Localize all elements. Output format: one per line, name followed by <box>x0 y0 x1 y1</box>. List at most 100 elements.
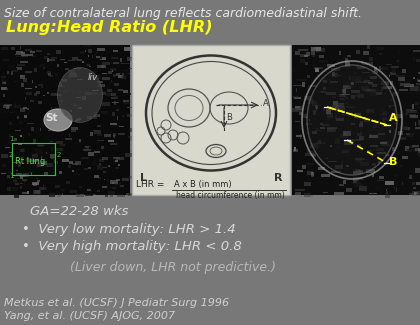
Text: 2: 2 <box>57 152 61 158</box>
Bar <box>118 89 123 91</box>
Bar <box>418 72 420 73</box>
Bar <box>16 67 22 68</box>
Bar <box>383 124 389 127</box>
Bar <box>418 148 420 153</box>
Bar <box>66 118 69 121</box>
Bar <box>73 91 74 93</box>
Bar <box>52 133 54 135</box>
Bar <box>359 136 365 140</box>
Text: B: B <box>389 157 397 167</box>
Bar <box>418 80 420 82</box>
Bar <box>359 150 362 153</box>
Bar <box>37 163 42 167</box>
Bar <box>74 68 81 69</box>
Bar <box>104 179 105 180</box>
Bar <box>294 98 301 99</box>
Bar <box>59 82 62 85</box>
Bar <box>48 125 51 127</box>
Bar <box>108 164 110 167</box>
Bar <box>130 150 135 152</box>
Bar <box>312 54 315 58</box>
Bar <box>33 183 37 186</box>
Bar <box>3 58 9 61</box>
Bar <box>128 136 131 138</box>
Bar <box>51 147 53 151</box>
Text: Lung:Head Ratio (LHR): Lung:Head Ratio (LHR) <box>6 20 213 35</box>
Bar <box>0 47 8 50</box>
Bar <box>368 150 371 152</box>
Bar <box>305 132 311 134</box>
Bar <box>9 171 11 173</box>
Bar <box>327 128 333 131</box>
Bar <box>403 174 410 176</box>
Bar <box>34 93 37 96</box>
Bar <box>116 185 117 186</box>
Bar <box>25 88 32 89</box>
Bar <box>127 57 132 61</box>
Bar <box>377 152 386 154</box>
Bar <box>406 110 413 113</box>
Bar <box>373 163 375 165</box>
Bar <box>102 77 109 80</box>
Bar <box>47 72 51 74</box>
Bar <box>60 59 65 60</box>
Bar <box>375 186 381 188</box>
Bar <box>354 113 361 118</box>
Bar <box>315 130 322 131</box>
Bar <box>100 159 104 162</box>
Bar <box>110 195 113 197</box>
Bar <box>352 181 361 185</box>
Bar <box>35 151 43 154</box>
Bar <box>306 162 315 165</box>
Bar <box>413 57 415 61</box>
Bar <box>16 51 23 54</box>
Bar <box>79 138 81 142</box>
Bar <box>356 177 363 180</box>
Bar <box>415 148 420 151</box>
Bar <box>24 107 27 109</box>
Bar <box>7 187 10 190</box>
Bar <box>349 76 351 80</box>
Bar <box>124 70 129 71</box>
Bar <box>297 170 302 172</box>
Bar <box>360 131 362 135</box>
Bar <box>88 49 92 53</box>
Bar <box>358 94 364 98</box>
Bar <box>6 88 8 90</box>
Bar <box>118 164 120 166</box>
Bar <box>105 195 108 197</box>
Bar <box>339 184 344 186</box>
Bar <box>343 85 351 89</box>
Bar <box>66 68 69 71</box>
Bar <box>88 72 94 74</box>
Bar <box>21 148 24 151</box>
Bar <box>79 91 82 92</box>
Bar <box>110 68 116 71</box>
Bar <box>38 84 43 86</box>
Bar <box>84 146 91 147</box>
Bar <box>10 47 15 50</box>
Bar <box>9 134 10 138</box>
Bar <box>410 175 412 179</box>
Bar <box>76 97 81 98</box>
Bar <box>367 110 369 114</box>
Bar <box>2 79 4 83</box>
Bar <box>335 68 340 71</box>
Bar <box>101 112 109 115</box>
Bar <box>381 141 389 146</box>
Bar <box>394 187 395 189</box>
Bar <box>379 53 382 55</box>
Bar <box>81 158 87 159</box>
Bar <box>111 93 116 96</box>
Bar <box>368 45 370 49</box>
Bar <box>379 176 384 179</box>
Bar <box>126 193 129 196</box>
Bar <box>111 97 118 99</box>
Bar <box>13 68 17 69</box>
Bar <box>357 175 360 179</box>
Bar <box>418 152 420 157</box>
Bar <box>343 89 346 94</box>
Bar <box>319 60 328 63</box>
Bar <box>50 154 55 158</box>
Bar <box>85 146 89 148</box>
